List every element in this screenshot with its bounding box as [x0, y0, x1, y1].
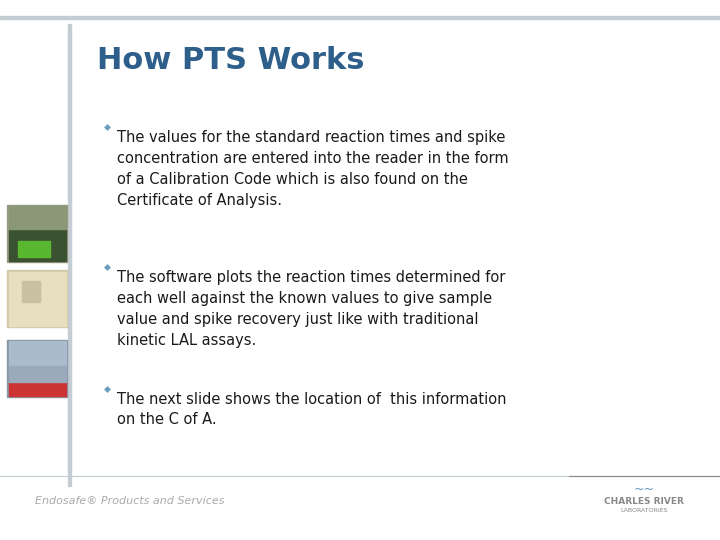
Text: ~~: ~~	[634, 483, 655, 496]
Bar	[0, 16, 720, 19]
Text: The software plots the reaction times determined for
each well against the known: The software plots the reaction times de…	[117, 270, 505, 348]
Text: CHARLES RIVER: CHARLES RIVER	[605, 497, 684, 505]
Text: The values for the standard reaction times and spike
concentration are entered i: The values for the standard reaction tim…	[117, 130, 508, 207]
Text: Endosafe® Products and Services: Endosafe® Products and Services	[35, 496, 224, 506]
Text: LABORATORIES: LABORATORIES	[621, 508, 668, 513]
Bar	[9, 366, 66, 382]
Bar	[9, 272, 66, 326]
Bar	[7, 205, 67, 262]
Bar	[18, 241, 50, 256]
Bar	[22, 281, 40, 302]
Bar	[9, 341, 66, 366]
Bar	[7, 270, 67, 327]
Bar	[7, 340, 67, 397]
Text: How PTS Works: How PTS Works	[97, 46, 365, 75]
Bar	[9, 382, 66, 396]
Bar	[9, 206, 66, 229]
Text: The next slide shows the location of  this information
on the C of A.: The next slide shows the location of thi…	[117, 392, 506, 428]
Bar	[68, 24, 71, 486]
Bar	[9, 230, 66, 261]
